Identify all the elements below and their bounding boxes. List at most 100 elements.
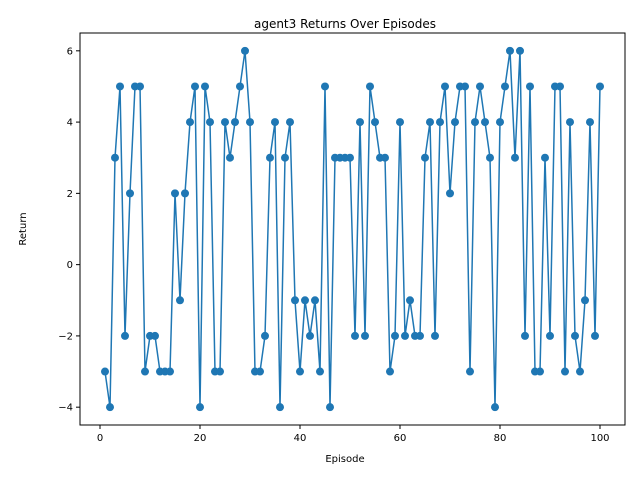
data-point	[121, 331, 129, 340]
data-point	[186, 118, 194, 127]
data-point	[451, 118, 459, 127]
data-point	[516, 46, 524, 55]
x-tick-label: 100	[590, 433, 609, 444]
data-point	[546, 331, 554, 340]
data-point	[111, 153, 119, 162]
data-point	[426, 118, 434, 127]
data-point	[436, 118, 444, 127]
data-point	[556, 82, 564, 91]
data-point	[476, 82, 484, 91]
data-point	[396, 118, 404, 127]
data-point	[191, 82, 199, 91]
data-point	[371, 118, 379, 127]
data-point	[526, 82, 534, 91]
data-point	[541, 153, 549, 162]
data-point	[101, 367, 109, 376]
data-point	[351, 331, 359, 340]
data-point	[536, 367, 544, 376]
data-point	[346, 153, 354, 162]
x-tick-label: 80	[494, 433, 507, 444]
data-point	[361, 331, 369, 340]
y-tick-label: 2	[67, 189, 73, 200]
data-point	[261, 331, 269, 340]
data-point	[471, 118, 479, 127]
data-point	[136, 82, 144, 91]
data-point	[151, 331, 159, 340]
data-point	[236, 82, 244, 91]
data-point	[181, 189, 189, 198]
data-point	[596, 82, 604, 91]
data-point	[561, 367, 569, 376]
x-axis-ticks: 0 20 40 60 80 100	[97, 425, 610, 444]
x-tick-label: 20	[194, 433, 207, 444]
data-point	[216, 367, 224, 376]
data-point	[441, 82, 449, 91]
data-point	[176, 296, 184, 305]
y-tick-label: −4	[58, 403, 73, 414]
data-point	[466, 367, 474, 376]
data-point	[206, 118, 214, 127]
chart-title: agent3 Returns Over Episodes	[254, 17, 436, 31]
data-point	[366, 82, 374, 91]
x-tick-label: 40	[294, 433, 307, 444]
data-point	[416, 331, 424, 340]
data-point	[566, 118, 574, 127]
data-point	[496, 118, 504, 127]
data-point	[271, 118, 279, 127]
data-point	[321, 82, 329, 91]
data-point	[571, 331, 579, 340]
data-point	[126, 189, 134, 198]
data-point	[231, 118, 239, 127]
data-point	[521, 331, 529, 340]
data-point	[296, 367, 304, 376]
series-line	[104, 50, 601, 408]
y-tick-label: 4	[67, 118, 73, 129]
data-point	[276, 403, 284, 412]
data-point	[141, 367, 149, 376]
data-point	[281, 153, 289, 162]
data-point	[316, 367, 324, 376]
data-point	[401, 331, 409, 340]
data-point	[106, 403, 114, 412]
y-tick-label: 6	[67, 46, 73, 57]
data-point	[256, 367, 264, 376]
data-point	[501, 82, 509, 91]
data-point	[116, 82, 124, 91]
data-point	[301, 296, 309, 305]
plot-area	[101, 46, 604, 412]
data-point	[431, 331, 439, 340]
data-point	[311, 296, 319, 305]
data-point	[171, 189, 179, 198]
data-point	[286, 118, 294, 127]
data-point	[586, 118, 594, 127]
data-point	[406, 296, 414, 305]
data-point	[306, 331, 314, 340]
x-tick-label: 60	[394, 433, 407, 444]
data-point	[506, 46, 514, 55]
x-tick-label: 0	[97, 433, 103, 444]
data-point	[246, 118, 254, 127]
data-point	[491, 403, 499, 412]
data-point	[386, 367, 394, 376]
data-point	[461, 82, 469, 91]
data-point	[381, 153, 389, 162]
data-point	[221, 118, 229, 127]
data-point	[486, 153, 494, 162]
data-point	[591, 331, 599, 340]
data-point	[421, 153, 429, 162]
data-point	[241, 46, 249, 55]
data-point	[291, 296, 299, 305]
data-point	[576, 367, 584, 376]
data-point	[266, 153, 274, 162]
data-point	[481, 118, 489, 127]
y-axis-label: Return	[18, 212, 29, 245]
data-point	[581, 296, 589, 305]
data-point	[196, 403, 204, 412]
data-point	[326, 403, 334, 412]
data-point	[356, 118, 364, 127]
data-point	[226, 153, 234, 162]
y-tick-label: 0	[67, 260, 73, 271]
axes-frame	[79, 32, 626, 426]
x-axis-label: Episode	[325, 454, 364, 465]
